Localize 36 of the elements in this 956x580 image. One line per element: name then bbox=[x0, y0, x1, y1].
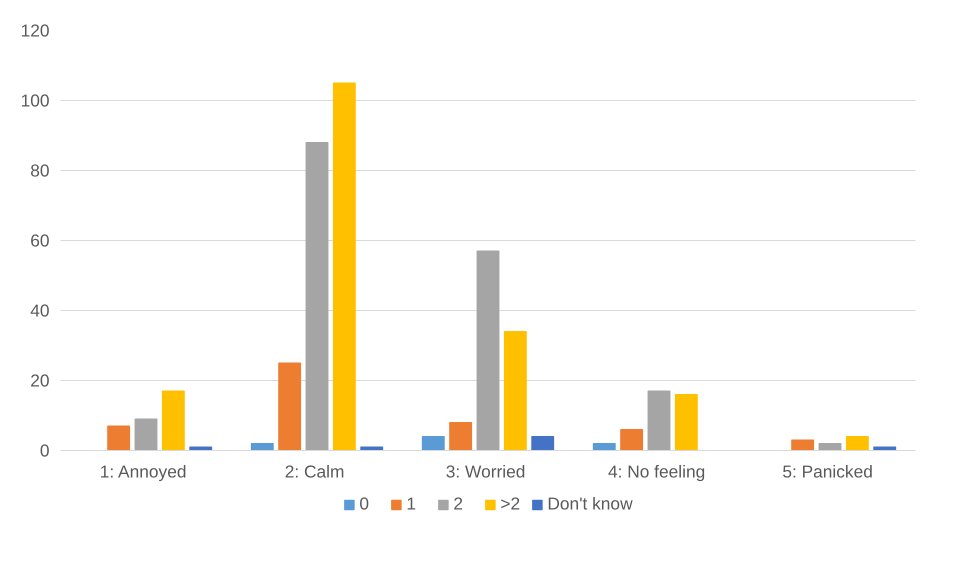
x-tick-label: 3: Worried bbox=[446, 462, 526, 482]
y-tick-label: 100 bbox=[20, 90, 50, 110]
bar bbox=[592, 443, 616, 450]
y-tick-label: 40 bbox=[30, 300, 50, 320]
y-tick-label: 120 bbox=[20, 20, 50, 40]
bar bbox=[449, 422, 472, 450]
legend-label: 0 bbox=[359, 494, 370, 514]
bar bbox=[162, 390, 185, 450]
legend-label: Don't know bbox=[547, 494, 633, 514]
x-tick-label: 5: Panicked bbox=[782, 462, 873, 482]
bar bbox=[674, 394, 698, 450]
bar bbox=[306, 142, 328, 450]
legend-label: 2 bbox=[453, 494, 464, 514]
bar bbox=[620, 429, 644, 450]
bar bbox=[107, 426, 130, 450]
y-tick-label: 60 bbox=[30, 230, 50, 250]
bar bbox=[476, 250, 500, 450]
y-tick-label: 20 bbox=[30, 370, 50, 390]
y-tick-label: 0 bbox=[40, 440, 50, 460]
bar bbox=[504, 331, 527, 450]
bar bbox=[278, 362, 302, 450]
bar bbox=[846, 436, 869, 450]
bar bbox=[648, 390, 670, 450]
bar bbox=[422, 436, 445, 450]
legend-label: 1 bbox=[406, 494, 418, 514]
bar bbox=[250, 443, 274, 450]
bar bbox=[332, 82, 356, 450]
y-tick-label: 80 bbox=[30, 160, 50, 180]
x-tick-label: 1: Annoyed bbox=[100, 462, 186, 482]
bar bbox=[531, 436, 554, 450]
bar bbox=[791, 440, 814, 450]
legend-label: >2 bbox=[500, 494, 520, 514]
x-tick-label: 4: No feeling bbox=[608, 462, 706, 482]
bar bbox=[818, 443, 842, 450]
x-tick-label: 2: Calm bbox=[284, 462, 344, 482]
bar bbox=[134, 418, 158, 450]
